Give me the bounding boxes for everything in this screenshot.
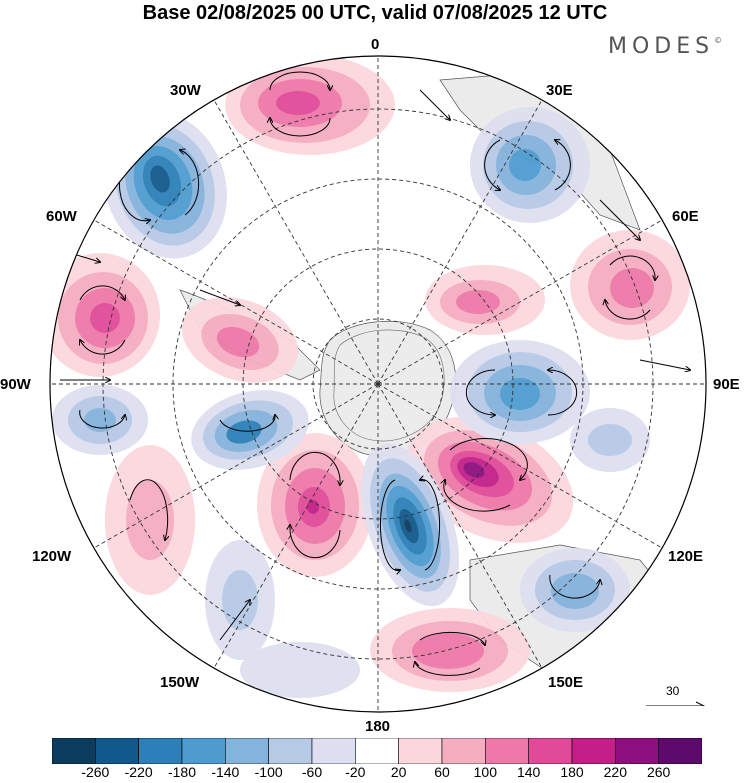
lon-label-120e: 120E <box>668 548 704 565</box>
anomaly-negative-lower-pacific <box>240 642 360 698</box>
colorbar-bin-0 <box>52 738 96 764</box>
colorbar-bin-1 <box>95 738 139 764</box>
anomaly-positive-south-pacific <box>105 445 195 595</box>
antarctica-interior <box>333 329 445 442</box>
anomaly-positive-bellingshausen <box>257 433 373 577</box>
colorbar-tick-label: -140 <box>211 764 240 780</box>
anomaly-positive-tasman <box>370 608 530 692</box>
anomaly-negative-africa <box>470 107 590 223</box>
lon-label-120w: 120W <box>32 548 72 565</box>
vector-reference-label: 30 <box>666 684 680 698</box>
graticule <box>50 56 706 712</box>
colorbar-bin-13 <box>615 738 659 764</box>
colorbar-bin-3 <box>181 738 226 764</box>
colorbar-bin-11 <box>528 738 573 764</box>
colorbar-bin-4 <box>225 738 269 764</box>
anomaly-negative-pacific-south <box>205 540 275 660</box>
colorbar-bin-7 <box>355 738 399 764</box>
colorbar-tick-label: 100 <box>473 764 498 780</box>
anomaly-negative-ross <box>360 443 460 607</box>
lon-label-60w: 60W <box>46 208 77 225</box>
colorbar <box>52 738 702 764</box>
map-title: Base 02/08/2025 00 UTC, valid 07/08/2025… <box>142 2 608 24</box>
lon-label-90e: 90E <box>713 376 740 393</box>
colorbar-tick-label: 260 <box>646 764 671 780</box>
anomaly-negative-east <box>570 408 650 472</box>
anomaly-positive-south-atlantic <box>225 56 395 155</box>
lon-label-150e: 150E <box>548 674 584 691</box>
colorbar-bin-6 <box>311 738 356 764</box>
lon-label-180: 180 <box>365 718 391 735</box>
colorbar-tick-label: 220 <box>603 764 628 780</box>
colorbar-bin-2 <box>138 738 183 764</box>
colorbar-bin-12 <box>571 738 616 764</box>
colorbar-tick-label: 180 <box>560 764 584 780</box>
colorbar-tick-label: 140 <box>516 764 541 780</box>
colorbar-tick-label: -180 <box>167 764 197 780</box>
colorbar-tick-label: -260 <box>81 764 110 780</box>
lon-label-150w: 150W <box>160 674 200 691</box>
colorbar-tick-label: 20 <box>390 764 407 780</box>
colorbar-bin-9 <box>441 738 486 764</box>
lon-label-30w: 30W <box>170 82 201 99</box>
colorbar-bin-14 <box>658 738 702 764</box>
colorbar-tick-label: 60 <box>434 764 450 780</box>
anomaly-negative-west-pacific <box>52 385 148 455</box>
anomaly-negative-southeast <box>450 340 590 444</box>
anomaly-positive-west <box>50 253 160 377</box>
colorbar-bin-10 <box>485 738 529 764</box>
anomaly-negative-south-australia <box>520 548 630 632</box>
map-boundary <box>49 55 707 713</box>
colorbar-bin-5 <box>268 738 313 764</box>
lon-label-0: 0 <box>371 36 380 53</box>
vector-reference-arrow <box>646 701 706 706</box>
lon-label-90w: 90W <box>0 376 31 393</box>
anomaly-positive-east-indian <box>570 230 690 340</box>
anomaly-positive-indian <box>425 265 545 335</box>
colorbar-tick-label: -220 <box>124 764 153 780</box>
colorbar-tick-label: -100 <box>254 764 283 780</box>
colorbar-tick-label: -20 <box>345 764 366 780</box>
anomaly-positive-drake <box>181 297 299 383</box>
colorbar-tick-label: -60 <box>301 764 323 780</box>
modes-logo: MODES© <box>608 34 723 59</box>
colorbar-bin-8 <box>398 738 443 764</box>
lon-label-30e: 30E <box>546 82 573 99</box>
lon-label-60e: 60E <box>672 208 699 225</box>
